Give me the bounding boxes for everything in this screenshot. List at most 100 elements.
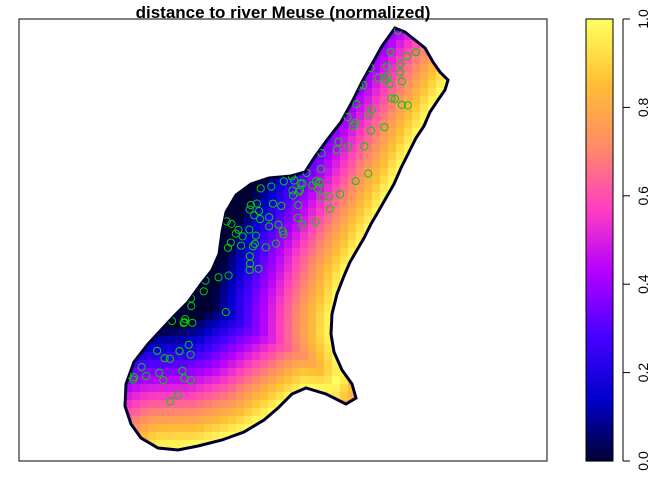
heatmap-cell <box>244 288 253 297</box>
heatmap-cell <box>308 200 317 209</box>
heatmap-cell <box>268 312 277 321</box>
heatmap-cell <box>132 360 141 369</box>
observation-point <box>254 264 263 273</box>
heatmap-cell <box>164 392 173 401</box>
heatmap-cell <box>316 296 325 305</box>
heatmap-cell <box>332 160 341 169</box>
heatmap-cell <box>292 184 301 193</box>
heatmap-cell <box>316 280 325 289</box>
colorbar-band <box>586 47 613 52</box>
heatmap-cell <box>348 152 357 161</box>
heatmap-cell <box>204 280 213 289</box>
heatmap-cell <box>244 352 253 361</box>
heatmap-cell <box>268 192 277 201</box>
colorbar-band <box>586 420 613 426</box>
heatmap-cell <box>284 232 293 241</box>
heatmap-cell <box>140 416 149 425</box>
heatmap-cell <box>308 320 317 329</box>
heatmap-cell <box>180 408 189 417</box>
observation-point <box>256 184 265 193</box>
heatmap-cell <box>188 304 197 313</box>
heatmap-cell <box>204 288 213 297</box>
heatmap-cell <box>236 288 245 297</box>
heatmap-cell <box>292 264 301 273</box>
heatmap-cell <box>164 328 173 337</box>
heatmap-cell <box>180 352 189 361</box>
heatmap-cell <box>244 184 253 193</box>
heatmap-cell <box>372 80 381 89</box>
observation-point <box>402 52 411 61</box>
heatmap-cell <box>364 160 373 169</box>
observation-point <box>332 145 341 154</box>
heatmap-cell <box>388 176 397 185</box>
colorbar-band <box>586 332 613 338</box>
heatmap-cell <box>156 336 165 345</box>
heatmap-cell <box>316 336 325 345</box>
heatmap-cell <box>324 304 333 313</box>
heatmap-cell <box>324 344 333 353</box>
heatmap-cell <box>180 432 189 441</box>
heatmap-cell <box>196 360 205 369</box>
heatmap-cell <box>196 368 205 377</box>
observation-point <box>137 363 146 372</box>
heatmap-cell <box>188 416 197 425</box>
heatmap-cell <box>292 296 301 305</box>
heatmap-cell <box>276 216 285 225</box>
heatmap-cell <box>228 304 237 313</box>
observation-point <box>277 201 286 210</box>
heatmap-cell <box>348 200 357 209</box>
heatmap-cell <box>236 264 245 273</box>
heatmap-cell <box>244 416 253 425</box>
heatmap-cell <box>172 360 181 369</box>
heatmap-cell <box>164 360 173 369</box>
heatmap-cell <box>380 152 389 161</box>
heatmap-cell <box>372 72 381 81</box>
observation-point <box>293 213 302 222</box>
observation-point <box>221 308 230 317</box>
heatmap-cell <box>172 400 181 409</box>
heatmap-cell <box>364 192 373 201</box>
heatmap-cell <box>260 368 269 377</box>
heatmap-cell <box>420 112 429 121</box>
observation-point <box>175 347 184 356</box>
heatmap-cell <box>236 224 245 233</box>
heatmap-cell <box>220 336 229 345</box>
heatmap-cell <box>268 304 277 313</box>
heatmap-cell <box>212 424 221 433</box>
heatmap-cell <box>324 336 333 345</box>
heatmap-cell <box>228 280 237 289</box>
colorbar-band <box>586 396 613 402</box>
colorbar-band <box>586 191 613 197</box>
heatmap-cell <box>380 88 389 97</box>
heatmap-cell <box>356 152 365 161</box>
heatmap-cell <box>316 256 325 265</box>
heatmap-cell <box>420 96 429 105</box>
heatmap-cell <box>252 232 261 241</box>
colorbar-band <box>586 39 613 44</box>
heatmap-cell <box>220 296 229 305</box>
heatmap-cell <box>332 264 341 273</box>
heatmap-cell <box>340 176 349 185</box>
heatmap-cell <box>228 368 237 377</box>
heatmap-cell <box>228 224 237 233</box>
heatmap-cell <box>244 264 253 273</box>
heatmap-cell <box>356 216 365 225</box>
heatmap-cell <box>236 192 245 201</box>
heatmap-cell <box>268 336 277 345</box>
heatmap-cell <box>236 208 245 217</box>
colorbar-band <box>586 276 613 281</box>
heatmap-cell <box>284 296 293 305</box>
colorbar-band <box>586 203 613 209</box>
heatmap-cell <box>332 192 341 201</box>
heatmap-cell <box>380 56 389 65</box>
heatmap-cell <box>204 344 213 353</box>
heatmap-cell <box>388 48 397 57</box>
heatmap-cell <box>364 80 373 89</box>
heatmap-cell <box>404 128 413 137</box>
heatmap-cell <box>380 104 389 113</box>
heatmap-cell <box>324 216 333 225</box>
heatmap-cell <box>284 256 293 265</box>
heatmap-cell <box>125 384 133 393</box>
heatmap-cell <box>236 384 245 393</box>
